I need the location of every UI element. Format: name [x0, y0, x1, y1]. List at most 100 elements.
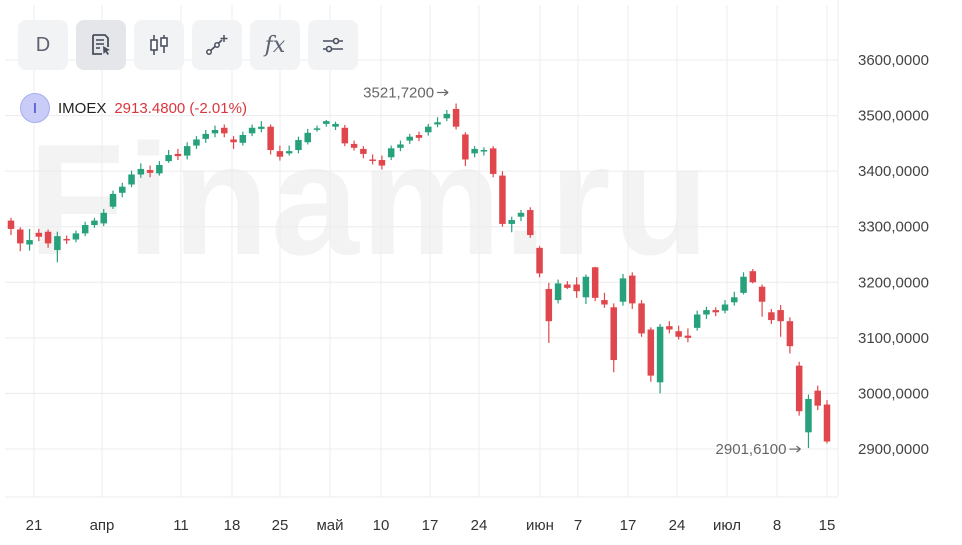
candle-up [285, 151, 293, 154]
candle-up [740, 276, 747, 293]
x-tick-label: 25 [272, 517, 289, 534]
candle-up [554, 283, 562, 301]
y-tick-label: 2900,0000 [858, 441, 929, 458]
candle-up [731, 297, 738, 303]
candle-up [323, 121, 330, 124]
candle-down [369, 159, 376, 161]
y-tick-label: 3300,0000 [858, 219, 929, 236]
x-tick-label: июл [713, 517, 741, 534]
x-tick-label: 17 [620, 517, 637, 534]
candle-down [629, 275, 636, 304]
candle-up [91, 220, 98, 226]
y-tick-label: 3100,0000 [858, 330, 929, 347]
candle-down [174, 153, 182, 157]
annotation-arrowhead [443, 89, 449, 96]
candle-up [397, 144, 404, 148]
candle-up [703, 310, 710, 315]
candle-up [183, 146, 191, 156]
candle-up [258, 126, 265, 129]
candle-up [721, 304, 729, 311]
candle-up [471, 148, 478, 154]
candle-down [768, 312, 775, 321]
x-tick-label: апр [90, 517, 115, 534]
candle-down [230, 139, 237, 143]
candle-down [545, 288, 553, 322]
candle-down [44, 231, 52, 244]
candle-up [434, 122, 441, 125]
ticker-badge: I [20, 93, 50, 123]
candle-down [489, 148, 497, 174]
candle-down [786, 321, 794, 347]
candle-down [777, 310, 784, 322]
candle-up [295, 140, 302, 151]
x-tick-label: 24 [471, 517, 488, 534]
candle-up [693, 314, 701, 328]
candle-down [684, 335, 692, 338]
document-cursor-icon [92, 34, 110, 55]
indicators-button[interactable]: fx [250, 20, 300, 70]
candle-up [619, 278, 627, 302]
candle-down [267, 126, 274, 151]
candle-up [202, 133, 209, 139]
candle-down [675, 331, 682, 337]
period-button[interactable]: D [18, 20, 68, 70]
candle-down [666, 326, 673, 330]
x-tick-label: май [316, 517, 343, 534]
candle-down [536, 247, 543, 274]
candle-up [406, 136, 413, 141]
candle-down [795, 365, 803, 412]
candle-down [610, 307, 617, 361]
settings-button[interactable] [308, 20, 358, 70]
candles-button[interactable] [134, 20, 184, 70]
candle-down [17, 229, 24, 244]
candle-up [332, 123, 339, 127]
candle-down [712, 310, 719, 313]
candle-up [425, 126, 432, 133]
candle-up [508, 220, 515, 224]
annotation-arrowhead [796, 445, 801, 453]
candle-up [387, 148, 395, 158]
x-tick-label: 21 [26, 517, 43, 534]
x-tick-label: 24 [669, 517, 686, 534]
candle-up [211, 130, 219, 134]
ticker-legend[interactable]: I IMOEX 2913.4800 (-2.01%) [20, 93, 247, 123]
y-tick-label: 3600,0000 [858, 52, 929, 69]
candle-down [221, 127, 228, 134]
candle-down [591, 267, 599, 298]
candle-down [341, 127, 349, 144]
drawing-tools-button[interactable] [192, 20, 242, 70]
candle-down [378, 160, 386, 166]
fx-icon: fx [264, 32, 286, 58]
candle-down [564, 284, 571, 288]
candle-down [749, 271, 757, 283]
candle-down [647, 329, 655, 376]
chart-type-button[interactable] [76, 20, 126, 70]
candle-down [758, 286, 766, 302]
period-label: D [35, 33, 51, 56]
candle-up [100, 212, 107, 224]
candle-up [119, 186, 126, 193]
y-tick-label: 3500,0000 [858, 108, 929, 125]
x-tick-label: 10 [373, 517, 390, 534]
candle-down [276, 151, 284, 157]
price-annotation: 3521,7200 [363, 85, 434, 102]
candle-down [499, 175, 506, 224]
candle-down [452, 108, 460, 127]
candle-up [304, 132, 311, 143]
y-tick-label: 3000,0000 [858, 385, 929, 402]
candle-down [7, 220, 15, 229]
candle-up [128, 174, 135, 185]
candle-up [517, 212, 525, 217]
candlestick-icon [150, 35, 168, 55]
x-tick-label: июн [526, 517, 554, 534]
candle-up [656, 326, 664, 383]
x-tick-label: 15 [819, 517, 836, 534]
candle-up [165, 155, 172, 162]
candle-up [81, 225, 89, 234]
candle-up [54, 236, 61, 251]
candle-down [146, 170, 154, 173]
y-tick-label: 3400,0000 [858, 163, 929, 180]
candle-up [239, 135, 247, 143]
